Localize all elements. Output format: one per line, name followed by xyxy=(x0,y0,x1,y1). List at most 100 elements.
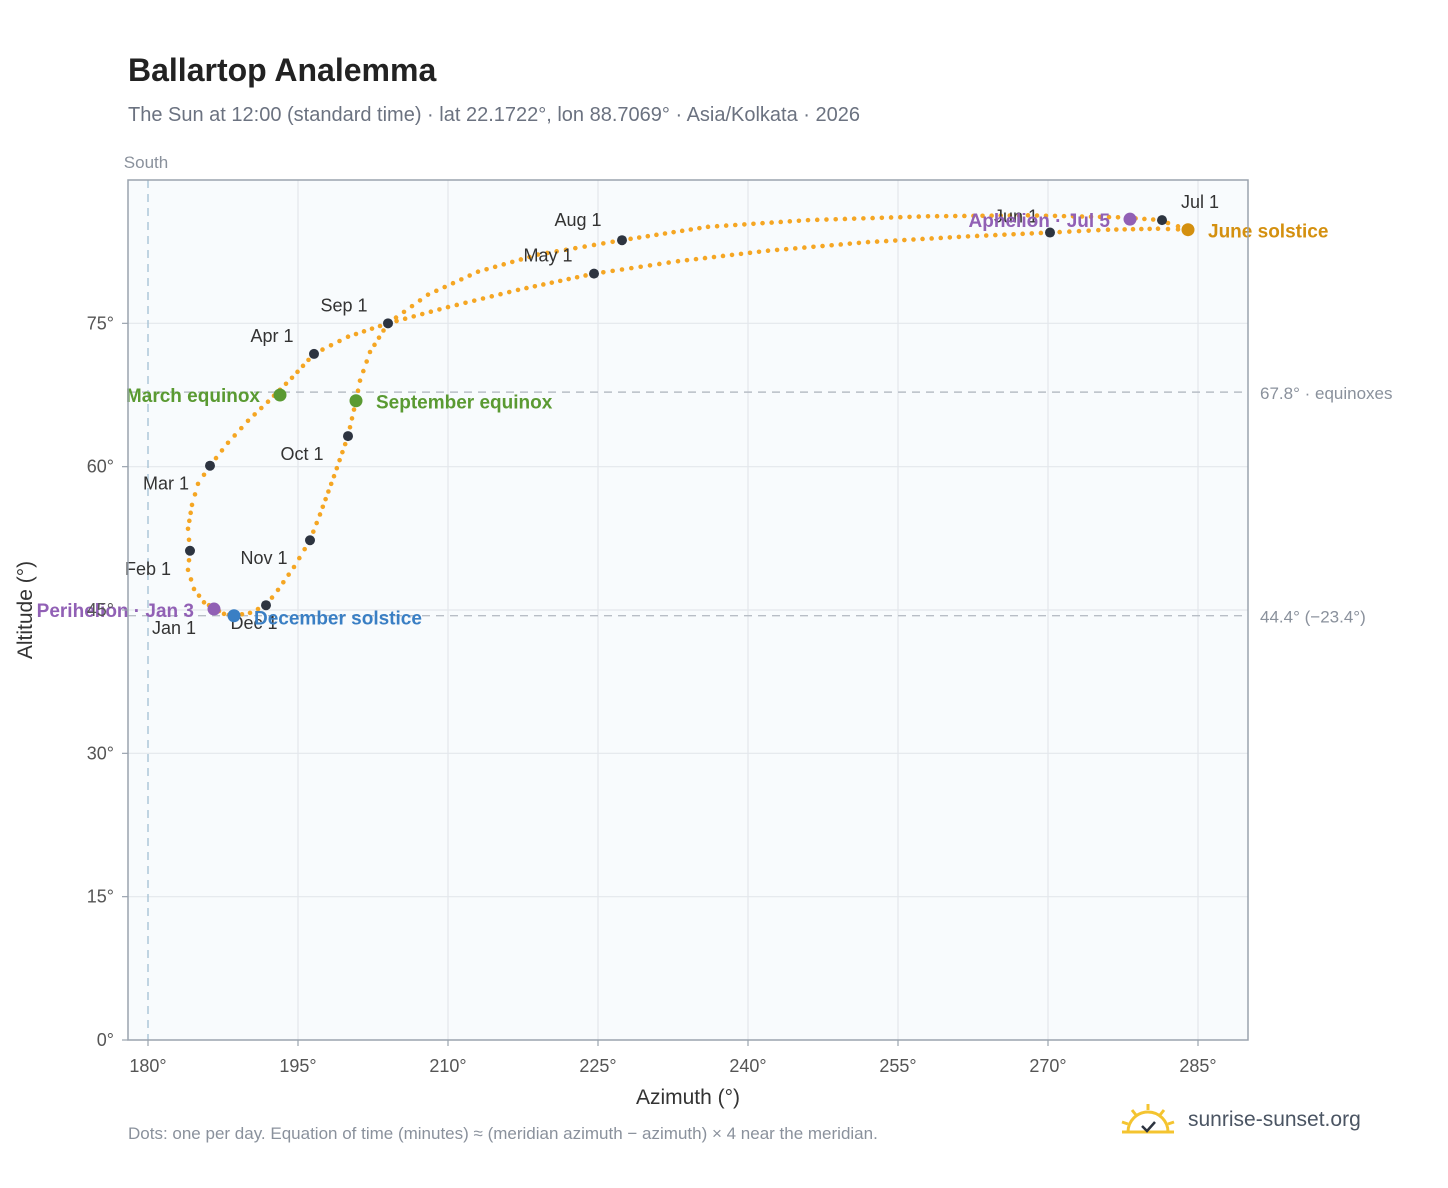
grid xyxy=(128,180,1248,1040)
daily-dot xyxy=(742,222,747,227)
daily-dot xyxy=(874,239,880,244)
daily-dot xyxy=(1043,213,1049,219)
x-tick-label: 210° xyxy=(429,1056,466,1076)
daily-dot xyxy=(369,326,375,331)
x-tick-label: 270° xyxy=(1029,1056,1066,1076)
month-label: Feb 1 xyxy=(125,559,171,579)
daily-dot xyxy=(1139,226,1144,232)
daily-dot xyxy=(747,250,753,256)
sun-logo-icon xyxy=(1121,1104,1175,1134)
daily-dot xyxy=(289,375,295,381)
daily-dot xyxy=(792,246,798,251)
daily-dot xyxy=(367,349,373,355)
axis-ticks: 180° 195° 210° 225° 240° 255° 270° 285° 0° 15° 30°… xyxy=(87,313,1217,1076)
daily-dot xyxy=(393,315,399,320)
daily-dot xyxy=(943,213,949,219)
special-point-label: March equinox xyxy=(126,386,261,407)
y-tick-label: 60° xyxy=(87,457,114,477)
daily-dot xyxy=(442,284,447,290)
daily-dot xyxy=(1096,227,1101,233)
daily-dot xyxy=(295,369,300,375)
daily-dot xyxy=(911,237,916,242)
daily-dot xyxy=(870,215,875,221)
brand[interactable]: sunrise-sunset.org xyxy=(1120,1102,1361,1138)
daily-dot xyxy=(738,251,744,257)
daily-dot xyxy=(297,555,302,561)
daily-dot xyxy=(541,282,546,287)
daily-dot xyxy=(186,537,192,543)
daily-dot xyxy=(419,311,425,317)
daily-dot xyxy=(239,425,244,431)
daily-dot xyxy=(820,243,825,249)
daily-dot xyxy=(259,405,264,411)
daily-dot xyxy=(394,318,399,324)
daily-dot xyxy=(1007,213,1013,218)
special-point-marker xyxy=(227,609,241,623)
daily-dot xyxy=(714,223,720,229)
chart-title: Ballartop Analemma xyxy=(128,52,437,88)
daily-dot xyxy=(323,496,328,502)
daily-dot xyxy=(851,216,857,221)
daily-dot xyxy=(286,572,291,577)
daily-dot xyxy=(361,329,367,334)
month-marker xyxy=(383,318,393,329)
daily-dot xyxy=(833,216,838,222)
brand-name: sunrise-sunset.org xyxy=(1188,1108,1361,1131)
month-label: Jun 1 xyxy=(994,207,1038,227)
daily-dot xyxy=(480,296,486,301)
daily-dot xyxy=(328,481,334,487)
daily-dot xyxy=(283,381,289,387)
daily-dot xyxy=(1052,213,1058,219)
daily-dot xyxy=(720,253,726,259)
daily-dot xyxy=(1070,214,1076,219)
daily-dot xyxy=(334,465,340,471)
daily-dot xyxy=(524,285,529,291)
daily-dot xyxy=(802,245,807,250)
month-label: Mar 1 xyxy=(143,474,189,494)
daily-dot xyxy=(498,291,503,297)
daily-dot xyxy=(221,611,227,617)
daily-dot xyxy=(1114,227,1119,232)
daily-dot xyxy=(679,228,685,234)
daily-dot xyxy=(1016,213,1022,218)
daily-dot xyxy=(1106,214,1112,220)
daily-dot xyxy=(345,334,351,340)
daily-dot xyxy=(934,213,940,219)
daily-dot xyxy=(349,416,355,421)
daily-dot xyxy=(796,218,802,224)
daily-dot xyxy=(1079,214,1085,219)
daily-dot xyxy=(811,244,816,250)
y-tick-label: 45° xyxy=(87,600,114,620)
daily-dot xyxy=(980,213,985,219)
daily-dot xyxy=(275,587,281,593)
y-tick-label: 0° xyxy=(97,1030,114,1050)
daily-dot xyxy=(751,221,756,227)
daily-dot xyxy=(842,216,848,222)
daily-dot xyxy=(861,216,866,221)
daily-dot xyxy=(1029,231,1035,236)
x-tick-label: 195° xyxy=(279,1056,316,1076)
month-marker xyxy=(1157,215,1167,226)
daily-dot xyxy=(814,217,820,223)
daily-dot xyxy=(711,254,717,260)
month-label: Oct 1 xyxy=(280,444,323,464)
daily-dot xyxy=(265,399,271,404)
daily-dot xyxy=(829,242,834,248)
daily-dot xyxy=(320,504,326,510)
daily-dot xyxy=(191,586,197,592)
daily-dot xyxy=(225,440,231,446)
daily-dot xyxy=(925,214,931,219)
daily-dot xyxy=(965,234,971,239)
month-label: Apr 1 xyxy=(250,326,293,346)
daily-dot xyxy=(445,304,451,310)
daily-dot xyxy=(501,262,507,267)
daily-dot xyxy=(195,481,201,487)
month-marker xyxy=(309,348,319,359)
daily-dot xyxy=(351,407,357,412)
daily-dot xyxy=(189,502,195,508)
month-label: Aug 1 xyxy=(554,210,601,230)
x-axis-label: Azimuth (°) xyxy=(636,1086,740,1109)
reference-line-label: 44.4° (−23.4°) xyxy=(1260,608,1366,627)
daily-dot xyxy=(838,242,844,247)
daily-dot xyxy=(320,347,325,352)
